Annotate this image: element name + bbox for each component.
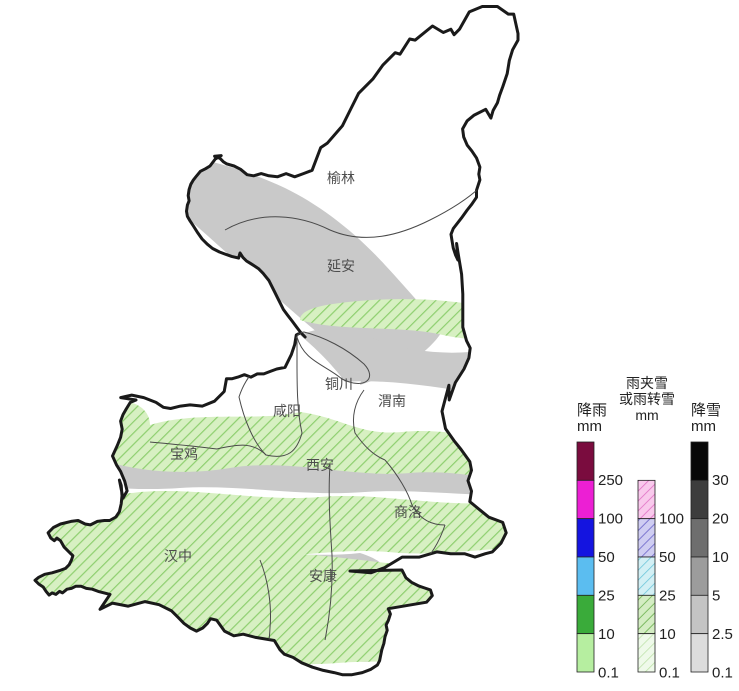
- svg-text:渭南: 渭南: [378, 393, 406, 409]
- svg-text:宝鸡: 宝鸡: [170, 446, 198, 462]
- svg-text:25: 25: [598, 588, 615, 605]
- svg-text:或雨转雪: 或雨转雪: [619, 391, 675, 407]
- svg-text:西安: 西安: [306, 457, 334, 473]
- svg-text:0.1: 0.1: [598, 665, 619, 682]
- svg-text:30: 30: [712, 472, 729, 489]
- svg-text:商洛: 商洛: [394, 504, 422, 520]
- svg-text:铜川: 铜川: [325, 376, 353, 392]
- svg-text:20: 20: [712, 511, 729, 528]
- svg-text:100: 100: [659, 511, 684, 528]
- svg-text:榆林: 榆林: [327, 170, 355, 186]
- svg-text:降雨: 降雨: [577, 402, 607, 419]
- svg-text:10: 10: [712, 549, 729, 566]
- svg-text:0.1: 0.1: [659, 665, 680, 682]
- svg-text:咸阳: 咸阳: [273, 403, 301, 419]
- svg-text:mm: mm: [577, 418, 602, 435]
- svg-text:mm: mm: [691, 418, 716, 435]
- svg-text:10: 10: [659, 626, 676, 643]
- svg-text:mm: mm: [635, 407, 658, 423]
- svg-text:雨夹雪: 雨夹雪: [626, 375, 668, 391]
- svg-text:100: 100: [598, 511, 623, 528]
- svg-text:5: 5: [712, 588, 720, 605]
- svg-text:250: 250: [598, 472, 623, 489]
- svg-text:50: 50: [659, 549, 676, 566]
- svg-text:2.5: 2.5: [712, 626, 733, 643]
- svg-text:10: 10: [598, 626, 615, 643]
- svg-text:降雪: 降雪: [691, 402, 721, 419]
- svg-text:0.1: 0.1: [712, 665, 733, 682]
- svg-text:汉中: 汉中: [164, 548, 192, 564]
- svg-text:安康: 安康: [309, 568, 337, 584]
- svg-text:25: 25: [659, 588, 676, 605]
- svg-text:50: 50: [598, 549, 615, 566]
- svg-text:延安: 延安: [327, 258, 355, 274]
